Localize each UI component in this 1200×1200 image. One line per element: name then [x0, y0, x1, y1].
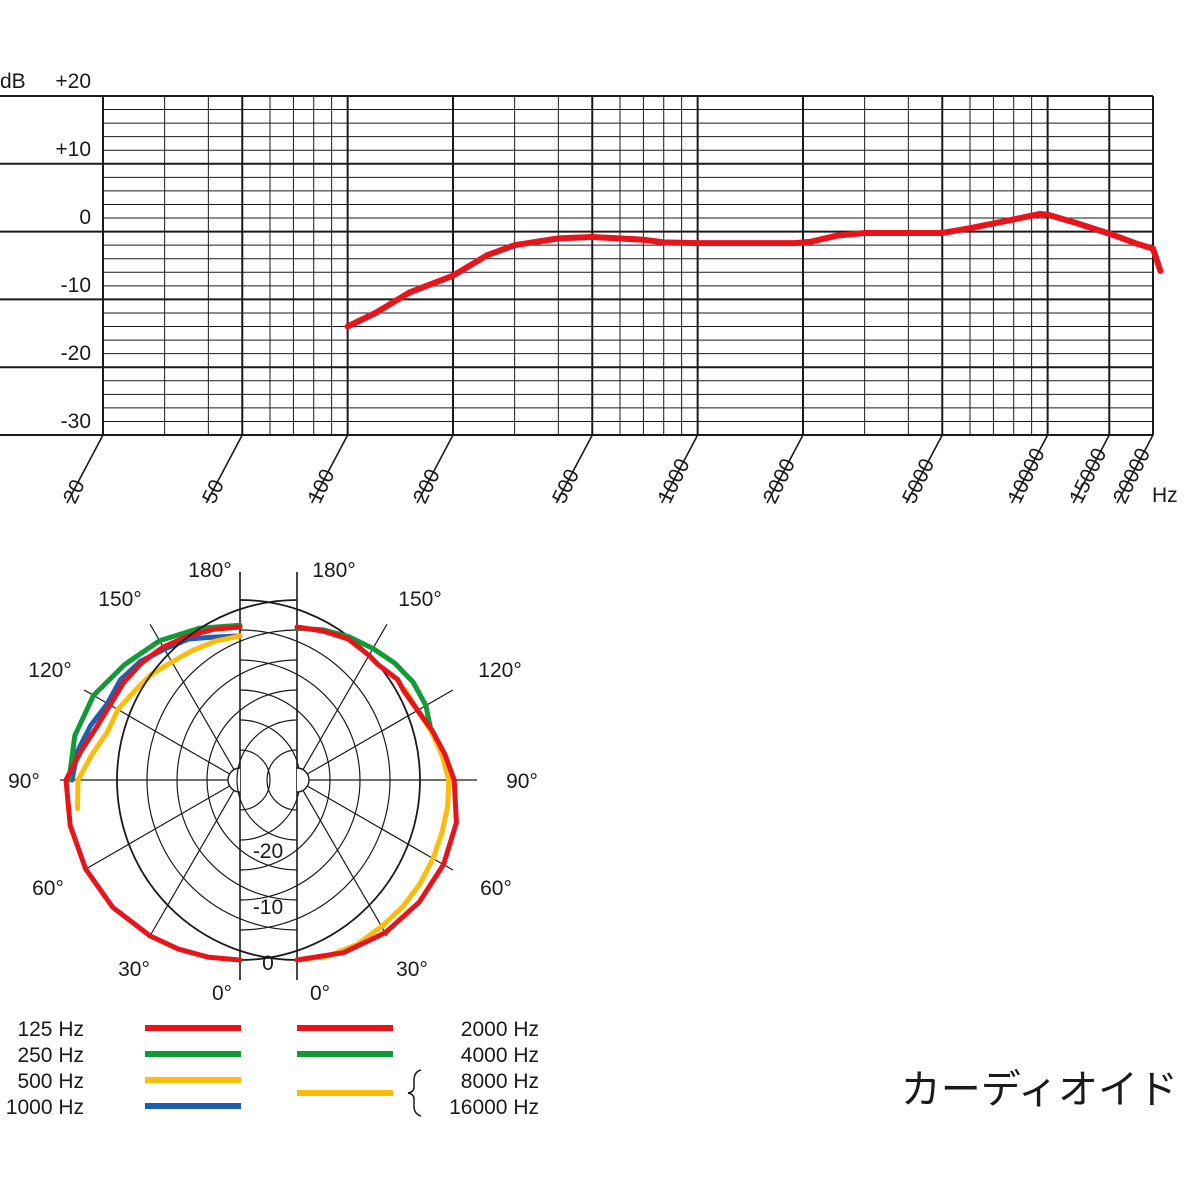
- x-tick-mark: [416, 434, 454, 504]
- polar-right-half: [116, 572, 477, 980]
- frequency-curve-layer: [344, 211, 1164, 330]
- angle-label: 90°: [8, 770, 40, 793]
- x-tick-label: 1000: [653, 455, 694, 507]
- polar-ring: [206, 689, 298, 871]
- angle-label: 0°: [212, 982, 232, 1005]
- y-tick-label: -20: [61, 342, 91, 365]
- y-tick-label: +20: [55, 70, 91, 93]
- polar-spoke: [149, 790, 235, 937]
- polar-spoke: [83, 785, 230, 871]
- x-tick-mark: [905, 434, 943, 504]
- legend-label: 4000 Hz: [461, 1044, 539, 1067]
- polar-ring: [266, 749, 298, 811]
- angle-label: 30°: [118, 958, 150, 981]
- legend-label: 125 Hz: [17, 1018, 84, 1041]
- x-tick-mark: [766, 434, 804, 504]
- radial-label: 0: [262, 952, 274, 975]
- legend: 125 Hz 250 Hz 500 Hz 1000 Hz 2000 Hz 400…: [6, 1018, 539, 1119]
- angle-label: 60°: [480, 877, 512, 900]
- x-tick-mark: [1072, 434, 1110, 504]
- legend-brace: [407, 1069, 422, 1117]
- angle-label: 0°: [310, 982, 330, 1005]
- x-tick-mark: [660, 434, 699, 504]
- x-tick-mark: [1116, 434, 1154, 504]
- polar-ring: [239, 749, 271, 811]
- polar-curve-left: [66, 622, 243, 783]
- polar-spoke: [307, 689, 454, 775]
- y-tick-label: -10: [61, 274, 91, 297]
- polar-hub: [296, 767, 310, 793]
- frequency-grid: [0, 95, 1154, 504]
- x-tick-label: 50: [198, 476, 229, 507]
- polar-ring: [236, 719, 298, 841]
- radial-label: -20: [253, 840, 283, 863]
- x-tick-label: 15000: [1065, 445, 1111, 508]
- radial-label: -10: [253, 896, 283, 919]
- angle-label: 120°: [478, 659, 521, 682]
- x-tick-label: 500: [548, 466, 584, 508]
- legend-label: 1000 Hz: [6, 1096, 84, 1119]
- x-tick-mark: [555, 434, 593, 504]
- x-axis-unit-label: Hz: [1152, 484, 1178, 507]
- polar-curve-left: [63, 624, 243, 963]
- polar-pattern-caption: カーディオイド: [901, 1067, 1178, 1113]
- polar-hub: [227, 767, 241, 793]
- legend-label: 2000 Hz: [461, 1018, 539, 1041]
- x-tick-label: 20000: [1109, 445, 1155, 508]
- angle-label: 60°: [32, 877, 64, 900]
- polar-ring: [176, 659, 298, 901]
- y-tick-label: 0: [79, 206, 91, 229]
- y-tick-label: +10: [55, 138, 91, 161]
- x-tick-label: 200: [409, 466, 445, 508]
- x-tick-mark: [1010, 434, 1049, 504]
- frequency-response-chart: dB +20 +10 0 -10 -20 -30 20 50 100 200 500 10…: [0, 70, 1178, 507]
- angle-label: 120°: [28, 659, 71, 682]
- x-tick-label: 10000: [1003, 445, 1049, 508]
- angle-label: 30°: [396, 958, 428, 981]
- y-tick-label: -30: [61, 410, 91, 433]
- polar-curve-right: [294, 686, 452, 963]
- angle-label: 150°: [398, 588, 441, 611]
- polar-spoke: [307, 785, 454, 871]
- angle-label: 150°: [98, 588, 141, 611]
- legend-label: 8000 Hz: [461, 1070, 539, 1093]
- x-tick-label: 100: [303, 466, 339, 508]
- polar-pattern-chart: 180° 180° 150° 150° 120° 120° 90° 90° 60…: [8, 559, 538, 1005]
- x-tick-label: 5000: [898, 455, 939, 507]
- x-tick-mark: [66, 434, 104, 504]
- x-tick-label: 2000: [759, 455, 800, 507]
- x-tick-mark: [310, 434, 349, 504]
- legend-label: 250 Hz: [17, 1044, 84, 1067]
- angle-label: 180°: [188, 559, 231, 582]
- polar-ring: [146, 629, 298, 931]
- x-tick-mark: [205, 434, 243, 504]
- legend-label: 16000 Hz: [449, 1096, 539, 1119]
- frequency-response-line: [344, 211, 1164, 330]
- angle-label: 180°: [312, 559, 355, 582]
- legend-label: 500 Hz: [17, 1070, 84, 1093]
- polar-curve-left: [75, 633, 243, 812]
- polar-curve-right: [294, 625, 434, 734]
- x-tick-label: 20: [59, 476, 90, 507]
- polar-spoke: [302, 790, 388, 937]
- polar-curve-right: [294, 624, 459, 963]
- angle-label: 90°: [506, 770, 538, 793]
- polar-ring: [116, 599, 298, 961]
- polar-curve-left: [69, 633, 243, 783]
- y-axis-unit-label: dB: [0, 70, 26, 93]
- polar-spoke: [302, 623, 388, 770]
